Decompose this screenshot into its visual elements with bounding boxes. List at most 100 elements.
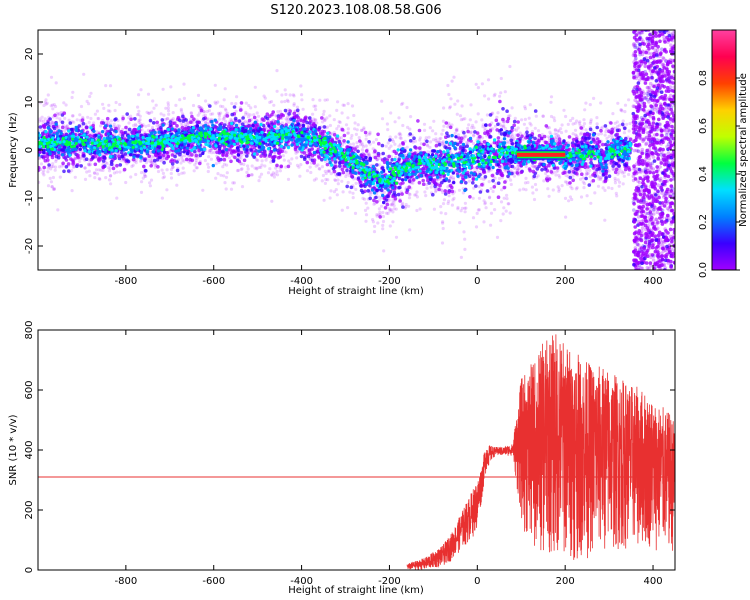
spectrogram-point	[397, 116, 401, 120]
spectrogram-point	[534, 188, 539, 192]
spectrogram-point	[610, 134, 614, 138]
spectrogram-point	[509, 182, 513, 187]
spectrogram-point	[555, 170, 559, 174]
spectrogram-point	[209, 157, 213, 161]
spectrogram-point	[79, 104, 84, 109]
spectrogram-point	[175, 183, 179, 187]
spectrogram-point	[337, 124, 341, 128]
spectrogram-point	[276, 110, 280, 114]
spectrogram-point	[605, 127, 609, 131]
spectrogram-point	[623, 110, 627, 114]
spectrogram-point	[38, 156, 42, 161]
spectrogram-point	[367, 154, 372, 158]
spectrogram-point	[533, 182, 538, 187]
spectrogram-point	[401, 201, 405, 205]
spectrogram-point	[503, 126, 507, 131]
spectrogram-point	[80, 156, 84, 160]
spectrogram-point	[544, 140, 549, 145]
spectrogram-point	[68, 121, 73, 125]
spectrogram-point	[207, 155, 211, 159]
spectrogram-point	[255, 111, 259, 115]
spectrogram-point	[536, 174, 540, 178]
spectrogram-point	[323, 118, 327, 123]
spectrogram-point	[267, 154, 272, 158]
spectrogram-point	[386, 211, 390, 216]
spectrogram-point	[474, 225, 479, 229]
spectrogram-point	[388, 208, 392, 212]
spectrogram-point	[175, 168, 180, 173]
spectrogram-point	[476, 208, 480, 212]
spectrogram-point	[283, 88, 287, 92]
spectrogram-point	[380, 99, 384, 103]
spectrogram-point	[279, 164, 284, 169]
spectrogram-point	[627, 172, 631, 177]
spectrogram-point	[39, 128, 44, 132]
spectrogram-point	[255, 166, 259, 170]
spectrogram-point	[449, 97, 453, 101]
spectrogram-point	[222, 157, 227, 162]
spectrogram-point	[364, 137, 368, 141]
spectrogram-point	[522, 122, 527, 126]
spectrogram-point	[244, 101, 248, 105]
spectrogram-point	[607, 186, 611, 190]
spectrogram-point	[391, 220, 395, 224]
spectrogram-point	[465, 140, 469, 145]
spectrogram-point	[622, 126, 627, 131]
spectrogram-point	[46, 93, 50, 97]
spectrogram-point	[239, 167, 243, 172]
spectrogram-point	[355, 141, 359, 145]
spectrogram-point	[207, 150, 211, 154]
spectrogram-point	[209, 112, 213, 116]
spectrogram-point	[448, 105, 452, 109]
spectrogram-point	[99, 124, 103, 128]
spectrogram-point	[76, 153, 80, 157]
spectrogram-point	[585, 194, 589, 198]
spectrogram-point	[459, 118, 463, 122]
spectrogram-point	[520, 118, 524, 122]
spectrogram-point	[614, 191, 618, 195]
spectrogram-point	[466, 126, 470, 130]
spectrogram-point	[616, 178, 620, 182]
spectrogram-point	[516, 126, 520, 130]
spectrogram-point	[364, 201, 368, 205]
spectrogram-point	[564, 129, 568, 133]
spectrogram-point	[44, 102, 48, 106]
spectrogram-point	[132, 123, 136, 128]
spectrogram-point	[391, 210, 395, 214]
spectrogram-point	[156, 165, 160, 169]
spectrogram-point	[381, 210, 385, 215]
spectrogram-point	[224, 187, 228, 191]
spectrogram-point	[66, 169, 71, 173]
spectrogram-point	[442, 124, 446, 128]
spectrogram-point	[390, 203, 394, 207]
spectrogram-point	[122, 167, 127, 172]
spectrogram-point	[314, 118, 318, 122]
spectrogram-point	[549, 95, 554, 99]
spectrogram-point	[458, 221, 462, 225]
spectrogram-point	[456, 207, 460, 211]
spectrogram-point	[189, 111, 193, 116]
spectrogram-point	[96, 116, 100, 121]
spectrogram-point	[533, 136, 537, 141]
spectrogram-point	[199, 108, 204, 113]
spectrogram-point	[616, 124, 620, 128]
spectrogram-point	[560, 123, 564, 127]
spectrogram-point	[607, 174, 612, 178]
spectrogram-point	[442, 106, 446, 110]
spectrogram-point	[129, 114, 133, 118]
spectrogram-point	[394, 207, 398, 211]
spectrogram-point	[496, 111, 500, 115]
spectrogram-point	[112, 125, 116, 129]
spectrogram-point	[592, 96, 596, 100]
spectrogram-point	[371, 220, 375, 224]
spectrogram-point	[612, 167, 616, 171]
spectrogram-point	[58, 175, 62, 179]
spectrogram-point	[291, 93, 295, 97]
spectrogram-point	[388, 138, 392, 142]
spectrogram-point	[133, 117, 137, 121]
spectrogram-point	[483, 94, 487, 98]
spectrogram-point	[619, 108, 623, 112]
spectrogram-point	[252, 113, 256, 117]
spectrogram-point	[345, 184, 350, 189]
spectrogram-point	[346, 180, 350, 185]
